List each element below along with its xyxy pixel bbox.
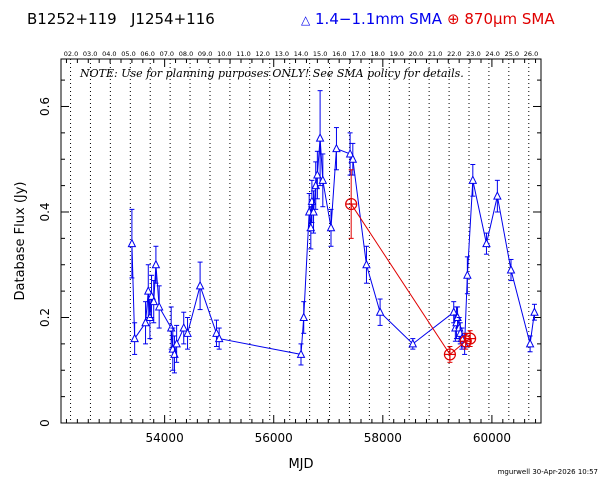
top-axis-label: 22.0	[447, 50, 461, 58]
legend-red: ⊕ 870μm SMA	[447, 10, 555, 28]
top-axis-label: 23.0	[466, 50, 480, 58]
top-axis-label: 08.0	[179, 50, 193, 58]
x-tick-label: 56000	[255, 431, 293, 445]
data-point-blue	[318, 175, 328, 184]
top-axis-label: 12.0	[255, 50, 269, 58]
top-axis-labels: 02.0 03.0 04.0 05.0 06.0 07.0 08.0 09.0 10.0 11.0…	[64, 50, 538, 58]
legend-blue-label: 1.4−1.1mm SMA	[315, 10, 443, 28]
data-point-blue	[362, 259, 371, 269]
data-point-blue	[493, 191, 502, 200]
data-point-blue	[154, 301, 164, 311]
data-point-blue	[172, 338, 181, 348]
x-axis-label: MJD	[288, 457, 313, 472]
top-axis-label: 15.0	[313, 50, 327, 58]
data-point-blue	[326, 222, 336, 232]
x-axis: 54000 56000 58000 60000	[65, 59, 537, 445]
data-point-blue	[375, 307, 385, 316]
top-axis-label: 17.0	[351, 50, 365, 58]
top-axis-label: 18.0	[370, 50, 384, 58]
data-point-blue	[214, 333, 224, 343]
legend-blue: △ 1.4−1.1mm SMA	[301, 10, 442, 28]
top-axis-label: 06.0	[140, 50, 154, 58]
circle-plus-icon: ⊕	[447, 10, 460, 28]
data-point-blue	[506, 264, 516, 274]
data-series	[127, 90, 539, 374]
data-point-blue	[183, 328, 192, 337]
plot-frame	[60, 58, 542, 424]
top-axis-label: 04.0	[102, 50, 116, 58]
x-tick-label: 60000	[473, 431, 511, 445]
top-axis-label: 20.0	[409, 50, 423, 58]
data-point-blue	[332, 143, 341, 153]
data-point-blue	[179, 322, 189, 332]
data-point-blue	[130, 333, 139, 343]
data-point-blue	[408, 338, 418, 348]
legend-red-label: 870μm SMA	[464, 10, 555, 28]
data-point-blue	[313, 169, 322, 179]
top-axis-label: 26.0	[524, 50, 538, 58]
source-name: B1252+119	[27, 10, 117, 28]
data-point-blue	[345, 148, 355, 158]
data-point-blue	[482, 238, 491, 248]
data-point-blue	[195, 280, 205, 290]
data-point-blue	[315, 133, 325, 142]
data-point-blue	[141, 317, 150, 327]
data-point-blue	[530, 307, 539, 316]
top-axis-label: 24.0	[485, 50, 499, 58]
y-axis-label: Database Flux (Jy)	[13, 182, 28, 301]
top-axis-label: 03.0	[83, 50, 97, 58]
planning-note: NOTE: Use for planning purposes ONLY! Se…	[79, 67, 464, 80]
data-point-blue	[151, 259, 161, 269]
top-axis-label: 16.0	[332, 50, 346, 58]
data-point-blue	[149, 296, 159, 306]
credit-footer: mgurwell 30-Apr-2026 10:57	[498, 468, 598, 476]
source-alias: J1254+116	[131, 10, 215, 28]
top-axis-label: 14.0	[294, 50, 308, 58]
x-tick-label: 58000	[364, 431, 402, 445]
top-axis-label: 05.0	[121, 50, 135, 58]
y-tick-label: 0.2	[38, 308, 52, 327]
top-axis-label: 07.0	[160, 50, 174, 58]
y-tick-label: 0	[38, 419, 52, 427]
data-point-blue	[309, 206, 318, 216]
data-point-blue	[468, 175, 478, 184]
top-axis-label: 25.0	[505, 50, 519, 58]
y-axis: 0 0.2 0.4 0.6	[38, 79, 541, 427]
data-point-blue	[348, 154, 358, 163]
data-point-blue	[525, 338, 535, 348]
top-axis-label: 02.0	[64, 50, 78, 58]
y-tick-label: 0.4	[38, 202, 52, 221]
year-gridlines	[70, 59, 530, 423]
top-axis-label: 09.0	[198, 50, 212, 58]
triangle-icon: △	[301, 13, 311, 27]
x-tick-label: 54000	[146, 431, 184, 445]
data-point-blue	[212, 328, 221, 337]
data-point-blue	[143, 285, 153, 295]
top-axis-label: 19.0	[390, 50, 404, 58]
data-point-blue	[296, 349, 306, 358]
y-tick-label: 0.6	[38, 97, 52, 116]
red-series-line	[350, 203, 471, 356]
data-point-blue	[299, 312, 309, 321]
top-axis-label: 13.0	[275, 50, 289, 58]
top-axis-label: 10.0	[217, 50, 231, 58]
top-axis-label: 11.0	[236, 50, 250, 58]
top-axis-label: 21.0	[428, 50, 442, 58]
data-point-blue	[127, 238, 137, 248]
data-point-blue	[306, 222, 316, 232]
data-point-blue	[463, 270, 472, 279]
